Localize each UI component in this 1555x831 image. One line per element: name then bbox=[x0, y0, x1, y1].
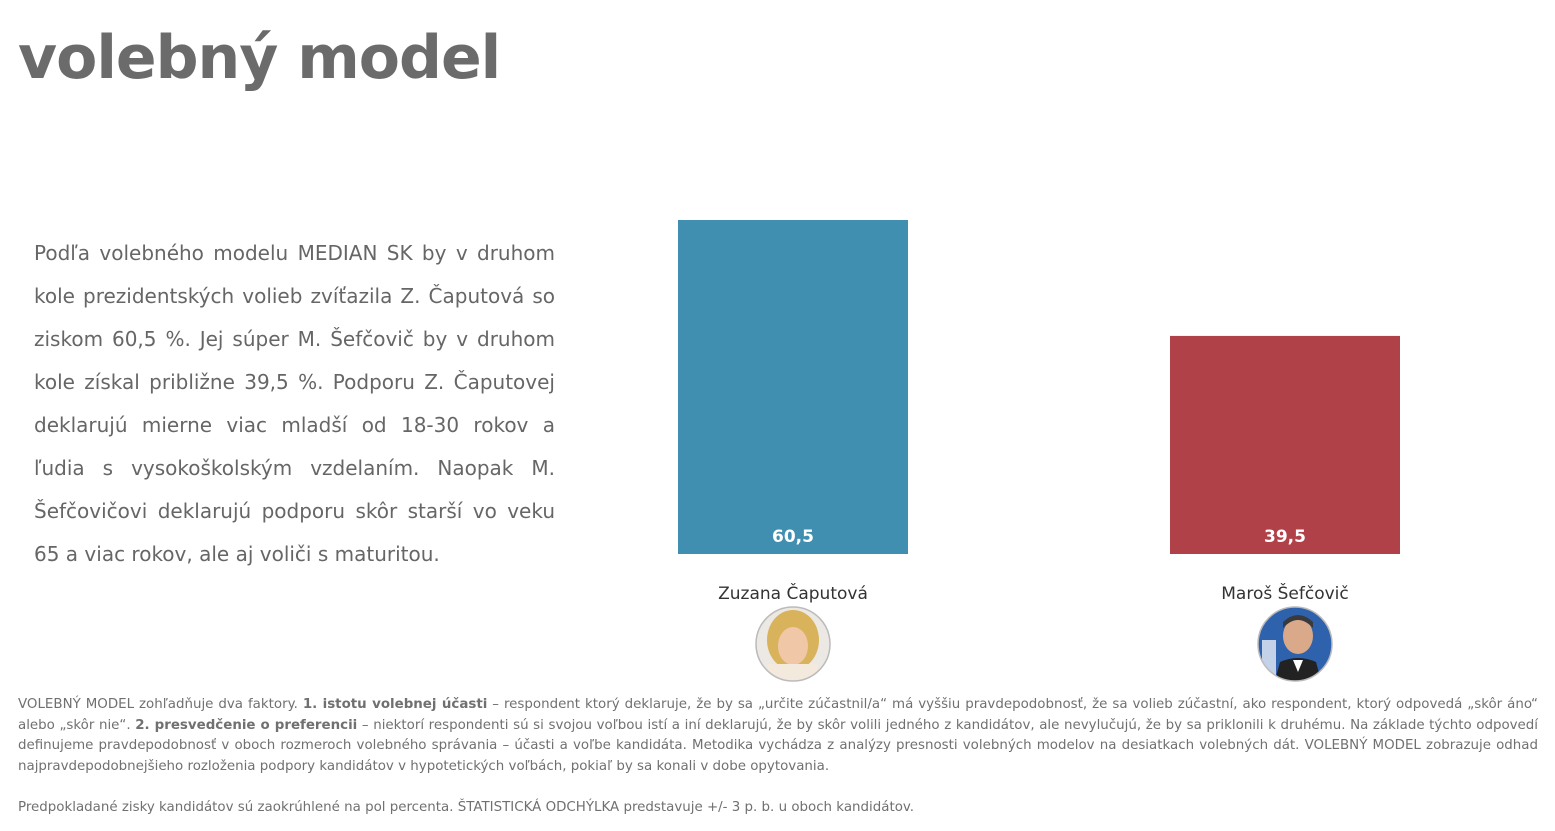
page-title: volebný model bbox=[18, 23, 501, 93]
bar-1 bbox=[678, 220, 908, 554]
bars-group: 60,5 Zuzana Čaputová 39,5 Maroš Šefčovič bbox=[678, 220, 1400, 604]
candidate-photo-sefcovic-icon bbox=[1257, 606, 1333, 682]
category-label-1: Zuzana Čaputová bbox=[718, 582, 868, 604]
bar-value-label-2: 39,5 bbox=[1264, 527, 1306, 547]
methodology-footnote: VOLEBNÝ MODEL zohľadňuje dva faktory. 1.… bbox=[18, 697, 1539, 774]
bar-value-label-1: 60,5 bbox=[772, 527, 814, 547]
bar-chart: 60,5 Zuzana Čaputová 39,5 Maroš Šefčovič bbox=[678, 220, 1400, 682]
description-text: Podľa volebného modelu MEDIAN SK by v dr… bbox=[34, 241, 555, 566]
candidate-photo-caputova-icon bbox=[755, 606, 831, 682]
rounding-footnote: Predpokladané zisky kandidátov sú zaokrú… bbox=[18, 800, 915, 815]
category-label-2: Maroš Šefčovič bbox=[1221, 582, 1348, 604]
bar-2 bbox=[1170, 335, 1400, 554]
